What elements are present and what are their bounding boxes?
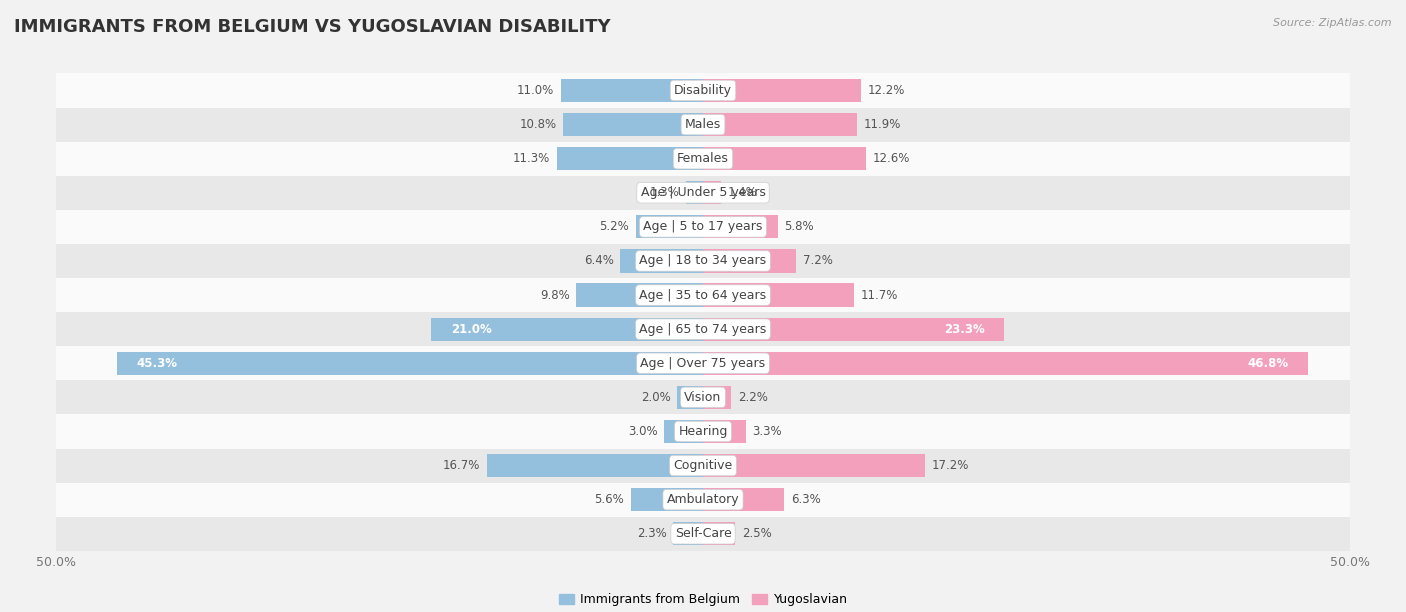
Text: Ambulatory: Ambulatory (666, 493, 740, 506)
Bar (703, 181, 721, 204)
Text: 11.7%: 11.7% (860, 289, 898, 302)
Text: 5.8%: 5.8% (785, 220, 814, 233)
Bar (703, 283, 855, 307)
Text: 16.7%: 16.7% (443, 459, 481, 472)
Text: Disability: Disability (673, 84, 733, 97)
Text: 2.0%: 2.0% (641, 391, 671, 404)
Bar (56, 449, 1350, 483)
Text: 2.2%: 2.2% (738, 391, 768, 404)
Bar (557, 147, 703, 170)
Bar (56, 483, 1350, 517)
Text: Source: ZipAtlas.com: Source: ZipAtlas.com (1274, 18, 1392, 28)
Bar (56, 414, 1350, 449)
Bar (56, 312, 1350, 346)
Bar (703, 522, 735, 545)
Bar (703, 352, 1309, 375)
Bar (117, 352, 703, 375)
Text: 3.3%: 3.3% (752, 425, 782, 438)
Text: 6.3%: 6.3% (792, 493, 821, 506)
Bar (620, 249, 703, 272)
Bar (703, 386, 731, 409)
Bar (664, 420, 703, 443)
Text: 12.6%: 12.6% (873, 152, 910, 165)
Text: Self-Care: Self-Care (675, 528, 731, 540)
Bar (630, 488, 703, 511)
Text: 9.8%: 9.8% (540, 289, 569, 302)
Bar (561, 79, 703, 102)
Text: 5.6%: 5.6% (595, 493, 624, 506)
Bar (432, 318, 703, 341)
Text: 12.2%: 12.2% (868, 84, 904, 97)
Text: 1.4%: 1.4% (727, 186, 758, 200)
Bar (56, 141, 1350, 176)
Text: 11.0%: 11.0% (517, 84, 554, 97)
Text: Males: Males (685, 118, 721, 131)
Bar (56, 176, 1350, 210)
Text: Cognitive: Cognitive (673, 459, 733, 472)
Text: Age | Under 5 years: Age | Under 5 years (641, 186, 765, 200)
Bar (486, 454, 703, 477)
Bar (56, 210, 1350, 244)
Text: 2.5%: 2.5% (742, 528, 772, 540)
Text: Hearing: Hearing (678, 425, 728, 438)
Bar (56, 108, 1350, 141)
Text: 46.8%: 46.8% (1249, 357, 1289, 370)
Text: Age | Over 75 years: Age | Over 75 years (641, 357, 765, 370)
Bar (703, 488, 785, 511)
Text: 3.0%: 3.0% (628, 425, 658, 438)
Bar (703, 318, 1004, 341)
Bar (703, 454, 925, 477)
Bar (703, 249, 796, 272)
Text: Females: Females (678, 152, 728, 165)
Text: 21.0%: 21.0% (451, 323, 492, 335)
Text: 5.2%: 5.2% (599, 220, 630, 233)
Bar (56, 346, 1350, 380)
Text: IMMIGRANTS FROM BELGIUM VS YUGOSLAVIAN DISABILITY: IMMIGRANTS FROM BELGIUM VS YUGOSLAVIAN D… (14, 18, 610, 36)
Bar (56, 244, 1350, 278)
Bar (56, 517, 1350, 551)
Text: 10.8%: 10.8% (520, 118, 557, 131)
Bar (703, 215, 778, 239)
Bar (703, 420, 745, 443)
Bar (703, 79, 860, 102)
Bar (686, 181, 703, 204)
Bar (56, 73, 1350, 108)
Bar (673, 522, 703, 545)
Text: Vision: Vision (685, 391, 721, 404)
Text: 6.4%: 6.4% (583, 255, 614, 267)
Text: Age | 65 to 74 years: Age | 65 to 74 years (640, 323, 766, 335)
Bar (56, 380, 1350, 414)
Text: 1.3%: 1.3% (650, 186, 679, 200)
Bar (56, 278, 1350, 312)
Text: 17.2%: 17.2% (932, 459, 969, 472)
Bar (703, 147, 866, 170)
Text: 2.3%: 2.3% (637, 528, 666, 540)
Bar (636, 215, 703, 239)
Text: Age | 5 to 17 years: Age | 5 to 17 years (644, 220, 762, 233)
Bar (576, 283, 703, 307)
Text: 45.3%: 45.3% (136, 357, 177, 370)
Text: Age | 35 to 64 years: Age | 35 to 64 years (640, 289, 766, 302)
Legend: Immigrants from Belgium, Yugoslavian: Immigrants from Belgium, Yugoslavian (554, 588, 852, 611)
Text: 11.3%: 11.3% (513, 152, 550, 165)
Bar (703, 113, 856, 136)
Bar (564, 113, 703, 136)
Bar (678, 386, 703, 409)
Text: 7.2%: 7.2% (803, 255, 832, 267)
Text: 11.9%: 11.9% (863, 118, 901, 131)
Text: 23.3%: 23.3% (945, 323, 986, 335)
Text: Age | 18 to 34 years: Age | 18 to 34 years (640, 255, 766, 267)
